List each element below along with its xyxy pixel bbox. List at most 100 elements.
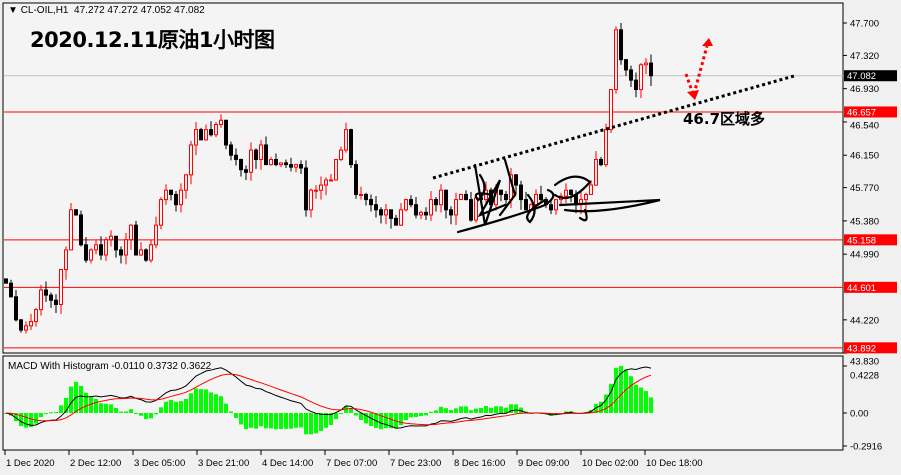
time-tick-label: 8 Dec 16:00 <box>454 458 505 469</box>
bull-candle <box>294 164 298 168</box>
macd-histogram-bar <box>484 405 488 413</box>
bear-candle <box>539 193 543 201</box>
bear-candle <box>379 209 383 216</box>
macd-histogram-bar <box>69 386 73 413</box>
bull-candle <box>89 249 93 261</box>
time-tick-label: 3 Dec 05:00 <box>134 458 185 469</box>
bull-candle <box>34 309 38 323</box>
macd-histogram-bar <box>19 413 23 427</box>
bear-candle <box>264 144 268 166</box>
bear-candle <box>99 244 103 256</box>
macd-histogram-bar <box>234 413 238 418</box>
signature-stroke <box>456 188 555 234</box>
bear-candle <box>209 129 213 136</box>
bull-candle <box>584 193 588 201</box>
level-price-label: 43.892 <box>847 343 876 354</box>
bull-candle <box>194 129 198 146</box>
bear-candle <box>634 79 638 91</box>
main-pane[interactable] <box>2 2 844 354</box>
bear-candle <box>114 235 118 251</box>
macd-pane[interactable] <box>2 355 844 451</box>
signature-stroke <box>558 198 661 213</box>
macd-histogram-bar <box>564 411 568 413</box>
bear-candle <box>169 189 173 195</box>
price-tick-label: 46.540 <box>850 120 879 131</box>
bull-candle <box>184 174 188 191</box>
macd-indicator <box>4 365 653 435</box>
signature-stroke <box>498 158 517 217</box>
time-tick-label: 4 Dec 14:00 <box>262 458 313 469</box>
bear-candle <box>49 294 53 301</box>
time-axis[interactable]: 1 Dec 2020 2 Dec 12:00 3 Dec 05:00 3 Dec 21… <box>4 450 703 469</box>
bull-candle <box>384 209 388 216</box>
macd-histogram-bar <box>459 406 463 413</box>
macd-histogram-bar <box>314 413 318 434</box>
signature-stroke <box>578 208 588 222</box>
chart-title-annotation: 2020.12.11原油1小时图 <box>30 28 275 52</box>
macd-histogram-bar <box>319 413 323 431</box>
bear-candle <box>414 204 418 216</box>
arrow-head-up-icon <box>702 38 713 46</box>
macd-histogram-bar <box>429 411 433 413</box>
time-tick-label: 1 Dec 2020 <box>6 458 55 469</box>
macd-histogram-bar <box>254 413 258 429</box>
macd-histogram-bar <box>469 410 473 413</box>
bull-candle <box>164 189 168 201</box>
bull-candle <box>149 244 153 261</box>
current-price-label: 47.082 <box>847 71 876 82</box>
macd-histogram-bar <box>619 365 623 413</box>
macd-histogram-bar <box>359 413 363 420</box>
bear-candle <box>434 199 438 206</box>
bull-candle <box>329 179 333 182</box>
macd-histogram-bar <box>164 401 168 413</box>
macd-histogram-bar <box>349 408 353 413</box>
bull-candle <box>259 144 263 160</box>
macd-tick-label: 0.00 <box>850 409 869 420</box>
bear-candle <box>119 249 123 256</box>
triangle-down-icon[interactable]: ▼ <box>8 5 18 16</box>
macd-histogram-bar <box>214 394 218 413</box>
macd-histogram-bar <box>639 387 643 413</box>
macd-signal-line <box>5 373 652 426</box>
bear-candle <box>44 289 48 296</box>
bull-candle <box>154 224 158 246</box>
bull-candle <box>339 149 343 160</box>
macd-histogram-bar <box>174 401 178 413</box>
macd-histogram-bar <box>269 413 273 429</box>
macd-histogram-bar <box>34 413 38 424</box>
macd-histogram-bar <box>169 399 173 413</box>
macd-histogram-bar <box>444 408 448 413</box>
dotted-trendline <box>432 74 795 180</box>
macd-histogram-bar <box>239 413 243 425</box>
macd-histogram-bar <box>244 413 248 430</box>
bear-candle <box>79 214 83 246</box>
red-dotted-arrow-up <box>692 45 709 95</box>
bear-candle <box>274 158 278 166</box>
macd-histogram-bar <box>259 413 263 427</box>
bear-candle <box>349 129 353 166</box>
bull-candle <box>564 189 568 197</box>
bear-candle <box>244 169 248 173</box>
macd-histogram-bar <box>104 403 108 413</box>
macd-histogram-bar <box>624 369 628 413</box>
price-axis[interactable]: 47.700 47.320 46.930 46.540 46.150 45.770 45.3… <box>843 19 897 453</box>
level-price-badge <box>844 106 897 118</box>
macd-histogram-bar <box>54 412 58 414</box>
macd-histogram-bar <box>649 397 653 413</box>
price-tick-label: 45.380 <box>850 216 879 227</box>
bull-candle <box>249 149 253 173</box>
bull-candle <box>204 129 208 141</box>
bull-candle <box>419 211 423 216</box>
macd-histogram-bar <box>224 403 228 413</box>
macd-histogram-bar <box>149 413 153 419</box>
macd-histogram-bar <box>454 408 458 413</box>
bear-candle <box>409 199 413 206</box>
bull-candle <box>359 193 363 196</box>
bull-candle <box>344 129 348 151</box>
bear-candle <box>629 69 633 81</box>
macd-tick-label: -0.2916 <box>850 442 882 453</box>
macd-histogram-bar <box>94 398 98 413</box>
level-price-label: 46.657 <box>847 107 876 118</box>
macd-histogram-bar <box>439 406 443 413</box>
